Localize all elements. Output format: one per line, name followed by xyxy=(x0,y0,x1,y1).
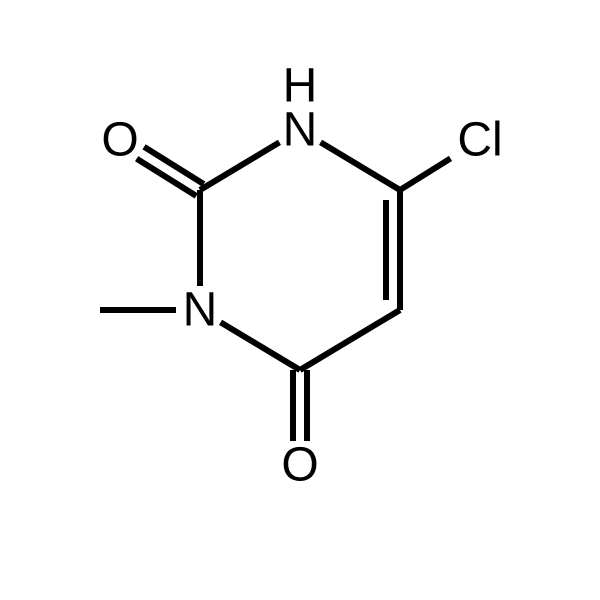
atom-label-n1-h: H xyxy=(283,60,318,113)
atom-label-o2: O xyxy=(101,114,138,167)
atom-label-cl: Cl xyxy=(457,114,502,167)
molecule-diagram: NHNOOCl xyxy=(0,0,600,600)
atom-label-o4: O xyxy=(281,439,318,492)
atom-label-n3: N xyxy=(183,284,218,337)
